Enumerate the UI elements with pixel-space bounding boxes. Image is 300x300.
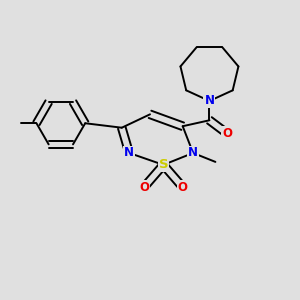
Text: N: N xyxy=(204,94,214,107)
Text: N: N xyxy=(188,146,198,160)
Text: O: O xyxy=(222,127,232,140)
Text: O: O xyxy=(139,181,149,194)
Text: O: O xyxy=(178,181,188,194)
Text: N: N xyxy=(124,146,134,160)
Text: S: S xyxy=(159,158,168,171)
